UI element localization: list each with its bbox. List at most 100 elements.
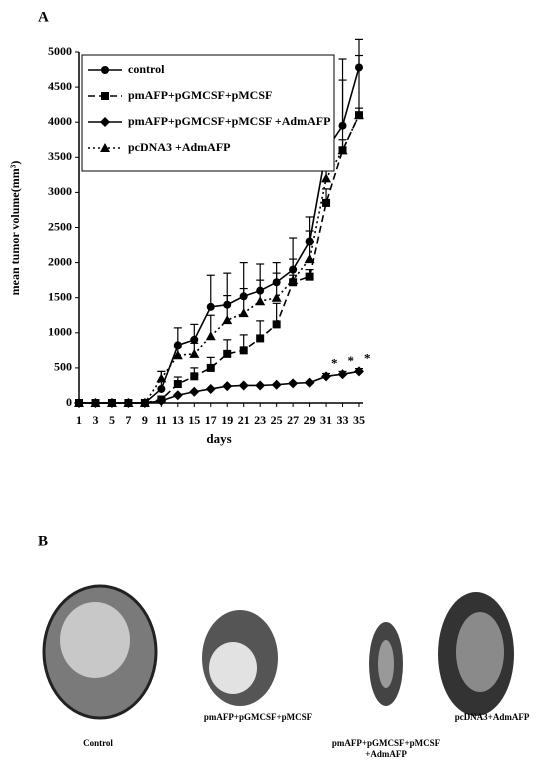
- marker: [189, 386, 200, 397]
- marker: [322, 198, 331, 207]
- marker: [305, 272, 314, 281]
- x-tick-label: 1: [76, 413, 82, 427]
- x-tick-label: 27: [287, 413, 299, 427]
- marker: [172, 390, 183, 401]
- marker: [272, 320, 281, 329]
- annotation: *: [331, 355, 338, 370]
- legend-label: pcDNA3 +AdmAFP: [128, 140, 231, 154]
- error-bar: [206, 274, 215, 307]
- marker: [100, 143, 110, 152]
- marker: [238, 380, 249, 391]
- x-tick-label: 9: [142, 413, 148, 427]
- marker: [222, 315, 233, 325]
- marker: [256, 334, 265, 343]
- panel-label: A: [38, 9, 49, 25]
- marker: [206, 302, 215, 311]
- y-axis-label: mean tumor volume(mm³): [8, 161, 22, 296]
- marker: [255, 380, 266, 391]
- y-tick-label: 0: [66, 395, 72, 409]
- x-tick-label: 3: [92, 413, 98, 427]
- x-tick-label: 17: [205, 413, 217, 427]
- legend-label: pmAFP+pGMCSF+pMCSF +AdmAFP: [128, 114, 330, 128]
- y-tick-label: 1500: [48, 289, 72, 303]
- photo-caption: +AdmAFP: [365, 749, 407, 759]
- marker: [222, 381, 233, 392]
- legend-box: [81, 54, 335, 172]
- panel-label: B: [38, 533, 48, 549]
- error-bar: [338, 79, 347, 151]
- marker: [106, 398, 117, 407]
- x-tick-label: 7: [125, 413, 131, 427]
- x-tick-label: 25: [271, 413, 283, 427]
- marker: [321, 173, 332, 183]
- marker: [337, 369, 348, 380]
- x-tick-label: 11: [156, 413, 167, 427]
- marker: [238, 308, 249, 318]
- marker: [173, 380, 182, 389]
- marker: [101, 66, 109, 74]
- marker: [156, 373, 167, 383]
- marker: [288, 275, 299, 285]
- marker: [255, 296, 266, 306]
- x-tick-label: 19: [221, 413, 233, 427]
- annotation: *: [364, 350, 371, 365]
- photo-caption: pmAFP+pGMCSF+pMCSF: [332, 738, 441, 748]
- x-tick-label: 23: [254, 413, 266, 427]
- marker: [74, 398, 84, 407]
- y-tick-label: 2500: [48, 219, 72, 233]
- marker: [189, 348, 200, 358]
- y-tick-label: 3500: [48, 149, 72, 163]
- marker: [205, 331, 216, 341]
- marker: [157, 384, 166, 393]
- y-tick-label: 3000: [48, 184, 72, 198]
- photo-caption: Control: [83, 738, 113, 748]
- x-tick-label: 15: [188, 413, 200, 427]
- marker: [271, 379, 282, 390]
- series: [79, 368, 363, 404]
- marker: [139, 398, 150, 407]
- x-tick-label: 35: [353, 413, 365, 427]
- tumor-photos: [42, 584, 514, 720]
- y-tick-label: 500: [54, 360, 72, 374]
- y-tick-label: 4500: [48, 79, 72, 93]
- photo-caption: pcDNA3+AdmAFP: [455, 712, 530, 722]
- x-tick-label: 13: [172, 413, 184, 427]
- marker: [205, 383, 216, 394]
- annotation: *: [348, 353, 355, 368]
- y-tick-label: 5000: [48, 44, 72, 58]
- marker: [288, 378, 299, 389]
- marker: [156, 395, 167, 406]
- marker: [321, 371, 332, 382]
- y-tick-label: 2000: [48, 254, 72, 268]
- marker: [190, 372, 199, 381]
- marker: [354, 110, 364, 120]
- x-tick-label: 5: [109, 413, 115, 427]
- x-axis-label: days: [206, 431, 231, 446]
- y-tick-label: 1000: [48, 325, 72, 339]
- marker: [172, 350, 183, 360]
- error-bar: [355, 54, 363, 116]
- marker: [100, 117, 110, 127]
- series-line: [79, 370, 360, 404]
- marker: [101, 92, 109, 100]
- marker: [90, 398, 101, 407]
- x-tick-label: 33: [337, 413, 349, 427]
- marker: [123, 398, 134, 407]
- x-tick-label: 31: [320, 413, 332, 427]
- marker: [304, 254, 315, 264]
- y-tick-label: 4000: [48, 114, 72, 128]
- marker: [190, 335, 199, 344]
- marker: [206, 363, 215, 372]
- marker: [354, 366, 364, 377]
- x-tick-label: 21: [238, 413, 250, 427]
- legend-label: control: [128, 62, 165, 76]
- marker: [239, 346, 248, 355]
- marker: [304, 377, 315, 388]
- x-tick-label: 29: [304, 413, 316, 427]
- legend-label: pmAFP+pGMCSF+pMCSF: [128, 88, 272, 102]
- photo-caption: pmAFP+pGMCSF+pMCSF: [204, 712, 313, 722]
- marker: [337, 145, 348, 155]
- marker: [223, 349, 232, 358]
- marker: [271, 292, 282, 302]
